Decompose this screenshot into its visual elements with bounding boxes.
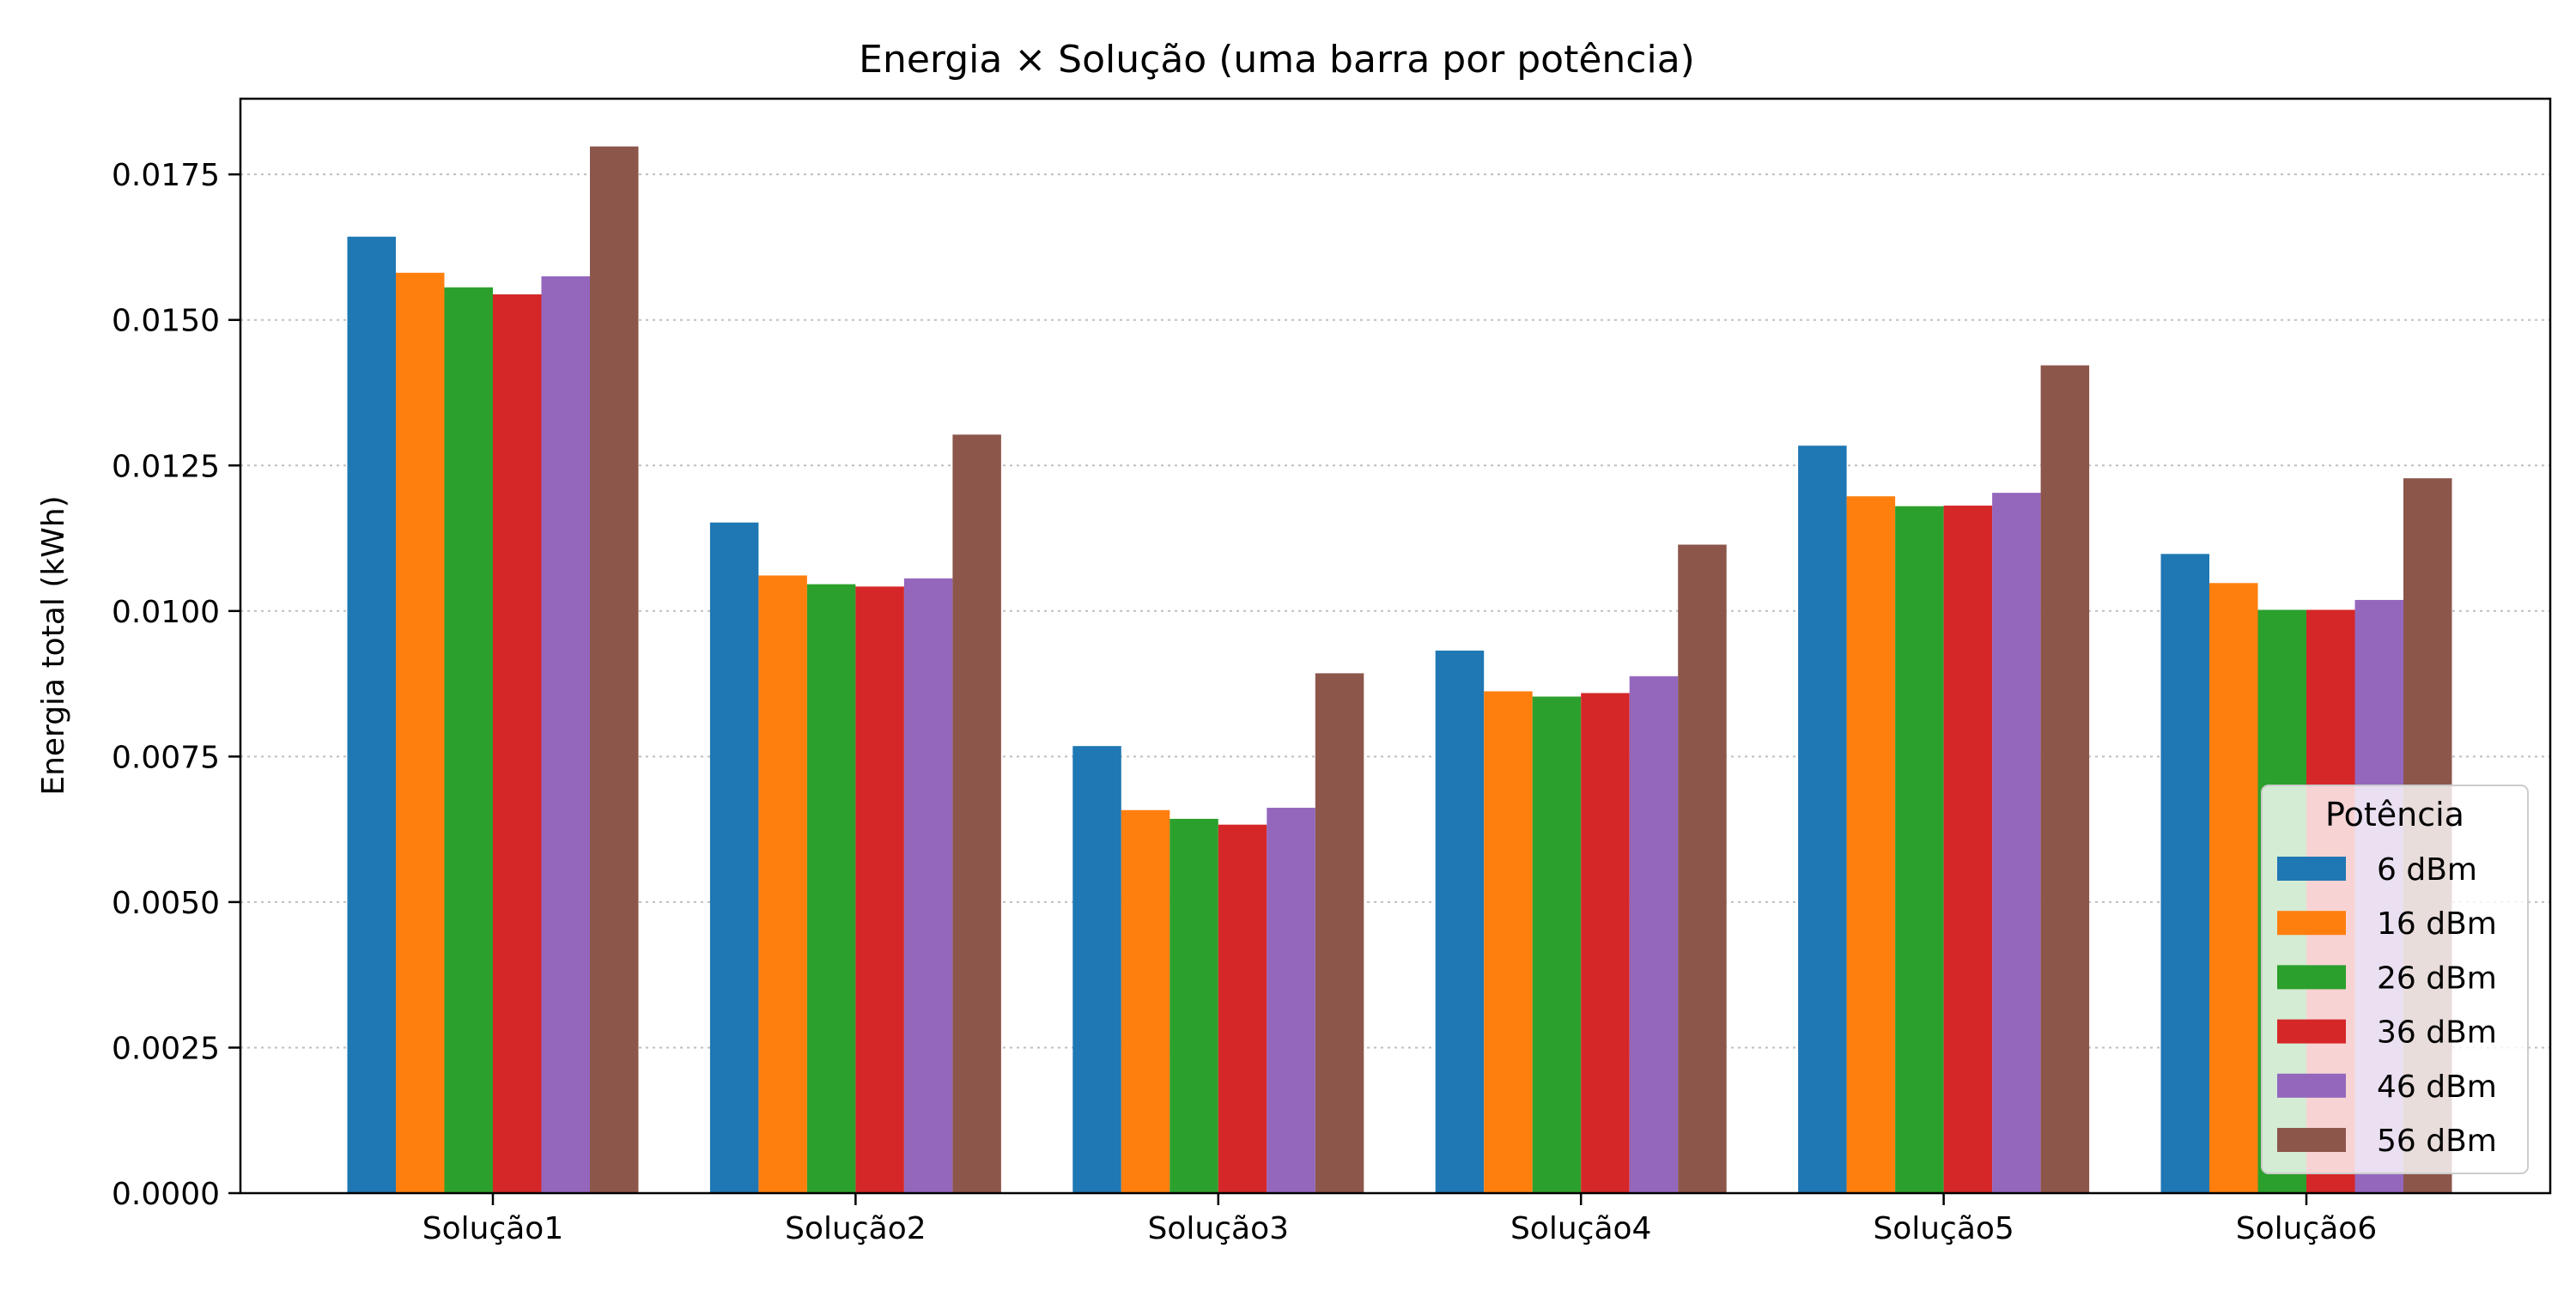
bar [1992, 493, 2041, 1193]
bar [1267, 808, 1315, 1193]
y-tick-label: 0.0050 [112, 886, 220, 921]
bar [493, 294, 542, 1194]
bar [855, 586, 904, 1193]
y-tick-label: 0.0175 [112, 158, 220, 193]
bar [1629, 676, 1679, 1193]
bar [444, 287, 493, 1194]
x-tick-label: Solução3 [1148, 1211, 1289, 1246]
bar [2209, 583, 2258, 1193]
y-tick-label: 0.0075 [112, 740, 220, 775]
bar [1581, 693, 1630, 1193]
bar [1678, 544, 1727, 1193]
x-tick-label: Solução5 [1873, 1211, 2014, 1246]
bar [1315, 673, 1364, 1193]
legend-swatch [2277, 857, 2346, 881]
bar [1218, 824, 1267, 1193]
y-tick-label: 0.0125 [112, 449, 220, 484]
bar [903, 578, 953, 1193]
x-tick-label: Solução1 [422, 1211, 563, 1246]
x-axis-ticks: Solução1 Solução2 Solução3 Solução4 Solução5… [422, 1193, 2377, 1246]
bar [1072, 746, 1121, 1193]
y-tick-label: 0.0025 [112, 1031, 220, 1066]
bar [1435, 650, 1485, 1193]
y-tick-label: 0.0000 [112, 1177, 220, 1212]
y-tick-label: 0.0100 [112, 595, 220, 630]
bar [1121, 809, 1170, 1193]
y-axis-ticks: 0.0000 0.0025 0.0050 0.0075 0.0100 0.0125 0.01… [112, 158, 240, 1212]
legend-label: 26 dBm [2377, 961, 2497, 996]
legend-items: 6 dBm 16 dBm 26 dBm 36 dBm 46 dBm 56 dBm [2277, 852, 2497, 1159]
bar [396, 272, 445, 1193]
legend: Potência 6 dBm 16 dBm 26 dBm 36 dBm 46 dBm 56… [2261, 785, 2529, 1174]
bars [347, 146, 2452, 1194]
bar [758, 575, 807, 1193]
legend-label: 46 dBm [2377, 1070, 2497, 1105]
legend-swatch [2277, 1019, 2346, 1044]
legend-label: 36 dBm [2377, 1015, 2497, 1051]
y-tick-label: 0.0150 [112, 304, 220, 339]
bar [1484, 691, 1533, 1193]
bar [347, 236, 396, 1193]
y-axis-label: Energia total (kWh) [36, 495, 71, 795]
bar [2040, 365, 2090, 1193]
legend-swatch [2277, 1128, 2346, 1152]
chart-title: Energia × Solução (uma barra por potênci… [859, 38, 1695, 82]
legend-label: 56 dBm [2377, 1124, 2497, 1159]
bar [590, 146, 639, 1194]
legend-swatch [2277, 965, 2346, 990]
bar [1170, 818, 1218, 1193]
bar [952, 434, 1001, 1193]
bar [2160, 554, 2209, 1193]
x-tick-label: Solução6 [2236, 1211, 2377, 1246]
bar [1846, 496, 1896, 1193]
bar [1895, 506, 1944, 1193]
bar [806, 584, 856, 1193]
x-tick-label: Solução2 [785, 1211, 926, 1246]
legend-label: 6 dBm [2377, 852, 2477, 888]
plot-frame [239, 97, 2552, 1195]
bar [541, 276, 590, 1194]
legend-title: Potência [2325, 796, 2464, 833]
bar [1798, 445, 1847, 1193]
x-tick-label: Solução4 [1510, 1211, 1651, 1246]
legend-swatch [2277, 911, 2346, 936]
bar [1532, 696, 1582, 1193]
bar [1943, 506, 1993, 1193]
legend-label: 16 dBm [2377, 906, 2497, 942]
legend-swatch [2277, 1073, 2346, 1098]
bar [709, 522, 759, 1193]
